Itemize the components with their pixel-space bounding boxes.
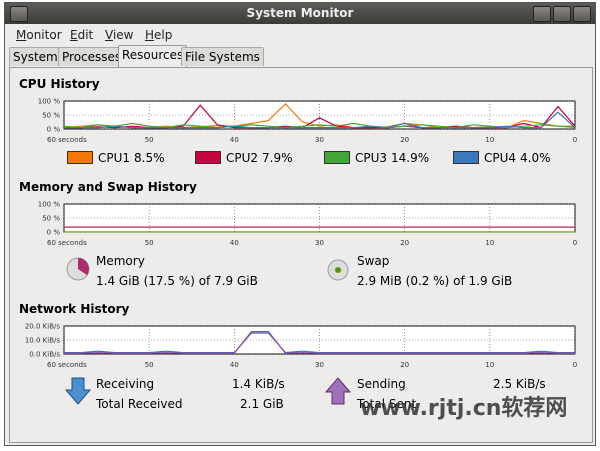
legend-name: Swap: [357, 254, 390, 268]
y-tick-label: 50 %: [42, 215, 60, 223]
maximize-button[interactable]: [553, 6, 571, 22]
tab[interactable]: File Systems: [181, 47, 264, 66]
x-tick-label: 20: [400, 239, 409, 247]
net-value: 1.4 KiB/s: [232, 377, 285, 391]
y-tick-label: 20.0 KiB/s: [25, 323, 61, 331]
y-tick-label: 0.0 KiB/s: [29, 351, 60, 359]
send-icon[interactable]: [325, 376, 351, 406]
y-tick-label: 10.0 KiB/s: [25, 337, 61, 345]
legend-value: 14.9%: [391, 151, 430, 165]
net-value: 2.1 GiB: [240, 397, 284, 411]
x-tick-label: 10: [485, 136, 494, 144]
legend-info: 1.4 GiB (17.5 %) of 7.9 GiB: [96, 274, 258, 288]
y-tick-label: 0 %: [47, 126, 61, 134]
x-tick-label: 20: [400, 136, 409, 144]
menu-item[interactable]: Monitor: [16, 28, 62, 42]
legend-swatch[interactable]: [453, 151, 479, 164]
x-tick-label: 20: [400, 361, 409, 369]
legend-swatch[interactable]: [67, 151, 93, 164]
section-title: Network History: [19, 302, 130, 316]
series-line: [64, 331, 575, 354]
menu-item[interactable]: View: [105, 28, 134, 42]
legend-value: 8.5%: [134, 151, 165, 165]
section-title: Memory and Swap History: [19, 180, 197, 194]
window-title: System Monitor: [246, 6, 354, 20]
x-tick-label: 60 seconds: [47, 239, 87, 247]
net-label: Receiving: [96, 377, 155, 391]
series-line: [64, 332, 575, 354]
legend-name: CPU2: [226, 151, 259, 165]
x-tick-label: 0: [573, 361, 577, 369]
x-tick-label: 30: [315, 239, 324, 247]
receive-icon[interactable]: [65, 376, 91, 406]
y-tick-label: 100 %: [38, 98, 61, 106]
x-tick-label: 60 seconds: [47, 361, 87, 369]
x-tick-label: 30: [315, 136, 324, 144]
y-tick-label: 0 %: [47, 229, 61, 237]
x-tick-label: 50: [145, 361, 154, 369]
legend-swatch[interactable]: [324, 151, 350, 164]
series-line: [63, 122, 575, 129]
close-button[interactable]: [573, 6, 591, 22]
net-value: 2.5 KiB/s: [493, 377, 546, 391]
legend-name: CPU3: [355, 151, 388, 165]
tab[interactable]: Processes: [58, 47, 126, 66]
series-line: [64, 111, 576, 129]
menu-item[interactable]: Edit: [70, 28, 94, 42]
legend-info: 2.9 MiB (0.2 %) of 1.9 GiB: [357, 274, 513, 288]
x-tick-label: 10: [485, 361, 494, 369]
x-tick-label: 0: [573, 239, 577, 247]
window-menu-button[interactable]: [10, 6, 28, 22]
y-tick-label: 100 %: [38, 201, 61, 209]
y-tick-label: 50 %: [42, 112, 60, 120]
x-tick-label: 30: [315, 361, 324, 369]
icon-dot: [335, 267, 341, 273]
x-tick-label: 40: [230, 136, 239, 144]
watermark: www.rjtj.cn软荐网: [360, 396, 568, 421]
icon-slice: [78, 258, 89, 275]
x-tick-label: 10: [485, 239, 494, 247]
arrow-down: [65, 377, 91, 405]
title-bar: System Monitor: [5, 3, 595, 24]
x-tick-label: 50: [145, 136, 154, 144]
arrow-up: [325, 377, 351, 405]
minimize-button[interactable]: [533, 6, 551, 22]
net-label: Total Received: [96, 397, 183, 411]
net-label: Total Sent: [357, 397, 417, 411]
memory-icon[interactable]: [65, 256, 91, 282]
x-tick-label: 60 seconds: [47, 136, 87, 144]
x-tick-label: 40: [230, 239, 239, 247]
section-title: CPU History: [19, 77, 100, 91]
legend-value: 4.0%: [520, 151, 551, 165]
legend-name: CPU1: [98, 151, 131, 165]
x-tick-label: 40: [230, 361, 239, 369]
tab[interactable]: System: [9, 47, 62, 66]
net-label: Sending: [357, 377, 406, 391]
x-tick-label: 50: [145, 239, 154, 247]
swap-icon[interactable]: [326, 258, 350, 282]
legend-name: CPU4: [484, 151, 517, 165]
tab-active[interactable]: Resources: [118, 45, 188, 68]
legend-value: 7.9%: [262, 151, 293, 165]
legend-swatch[interactable]: [195, 151, 221, 164]
menu-item[interactable]: Help: [145, 28, 173, 42]
legend-name: Memory: [96, 254, 145, 268]
tab-panel: [9, 67, 593, 443]
x-tick-label: 0: [573, 136, 577, 144]
